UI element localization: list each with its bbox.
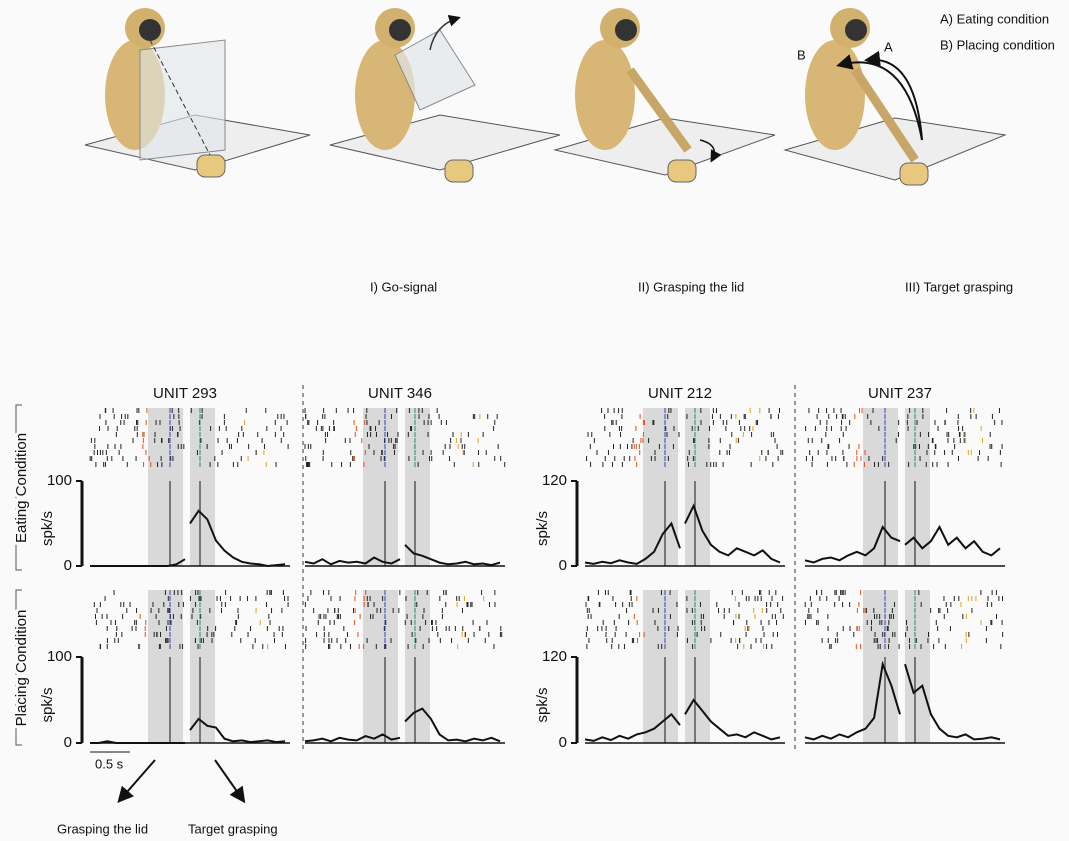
label-go: I) Go-signal bbox=[370, 279, 437, 294]
arrow bbox=[120, 760, 155, 800]
y-tick-label: 100 bbox=[47, 648, 72, 665]
arrow bbox=[215, 760, 243, 800]
y-tick-label: 0 bbox=[559, 734, 567, 751]
y-tick-label: 120 bbox=[542, 472, 567, 489]
bottom-label: Grasping the lid bbox=[57, 821, 148, 836]
scene-4 bbox=[785, 8, 1005, 185]
label-target: III) Target grasping bbox=[905, 279, 1013, 294]
label-b-cond: B) Placing condition bbox=[940, 37, 1055, 52]
label-a: A bbox=[884, 39, 893, 54]
y-label: spk/s bbox=[39, 687, 56, 722]
row-label: Eating Condition bbox=[13, 433, 30, 543]
event-band bbox=[643, 408, 678, 566]
y-tick-label: 0 bbox=[64, 557, 72, 574]
y-tick-label: 0 bbox=[64, 734, 72, 751]
event-band bbox=[405, 408, 430, 566]
label-a-cond: A) Eating condition bbox=[940, 11, 1049, 26]
event-band bbox=[685, 590, 710, 743]
event-band bbox=[685, 408, 710, 566]
event-band bbox=[363, 408, 398, 566]
unit-title: UNIT 346 bbox=[368, 385, 432, 402]
event-band bbox=[405, 590, 430, 743]
figure: I) Go-signal II) Grasping the lid III) T… bbox=[0, 0, 1069, 841]
y-tick-label: 120 bbox=[542, 648, 567, 665]
label-b: B bbox=[797, 47, 806, 62]
event-band bbox=[905, 590, 930, 743]
y-label: spk/s bbox=[39, 511, 56, 546]
y-tick-label: 100 bbox=[47, 472, 72, 489]
y-label: spk/s bbox=[534, 687, 551, 722]
unit-title: UNIT 212 bbox=[648, 385, 712, 402]
event-band bbox=[190, 408, 215, 566]
label-lid: II) Grasping the lid bbox=[638, 279, 744, 294]
illustrations bbox=[85, 8, 1005, 185]
scene-3 bbox=[555, 8, 775, 182]
bottom-label: Target grasping bbox=[188, 821, 278, 836]
event-band bbox=[643, 590, 678, 743]
event-band bbox=[863, 408, 898, 566]
event-band bbox=[190, 590, 215, 743]
scale-label: 0.5 s bbox=[95, 756, 124, 771]
scene-1 bbox=[85, 8, 310, 177]
event-band bbox=[148, 408, 183, 566]
scene-2 bbox=[330, 8, 560, 182]
event-band bbox=[148, 590, 183, 743]
unit-title: UNIT 293 bbox=[153, 385, 217, 402]
y-tick-label: 0 bbox=[559, 557, 567, 574]
row-label: Placing Condition bbox=[13, 610, 30, 727]
unit-title: UNIT 237 bbox=[868, 385, 932, 402]
y-label: spk/s bbox=[534, 511, 551, 546]
